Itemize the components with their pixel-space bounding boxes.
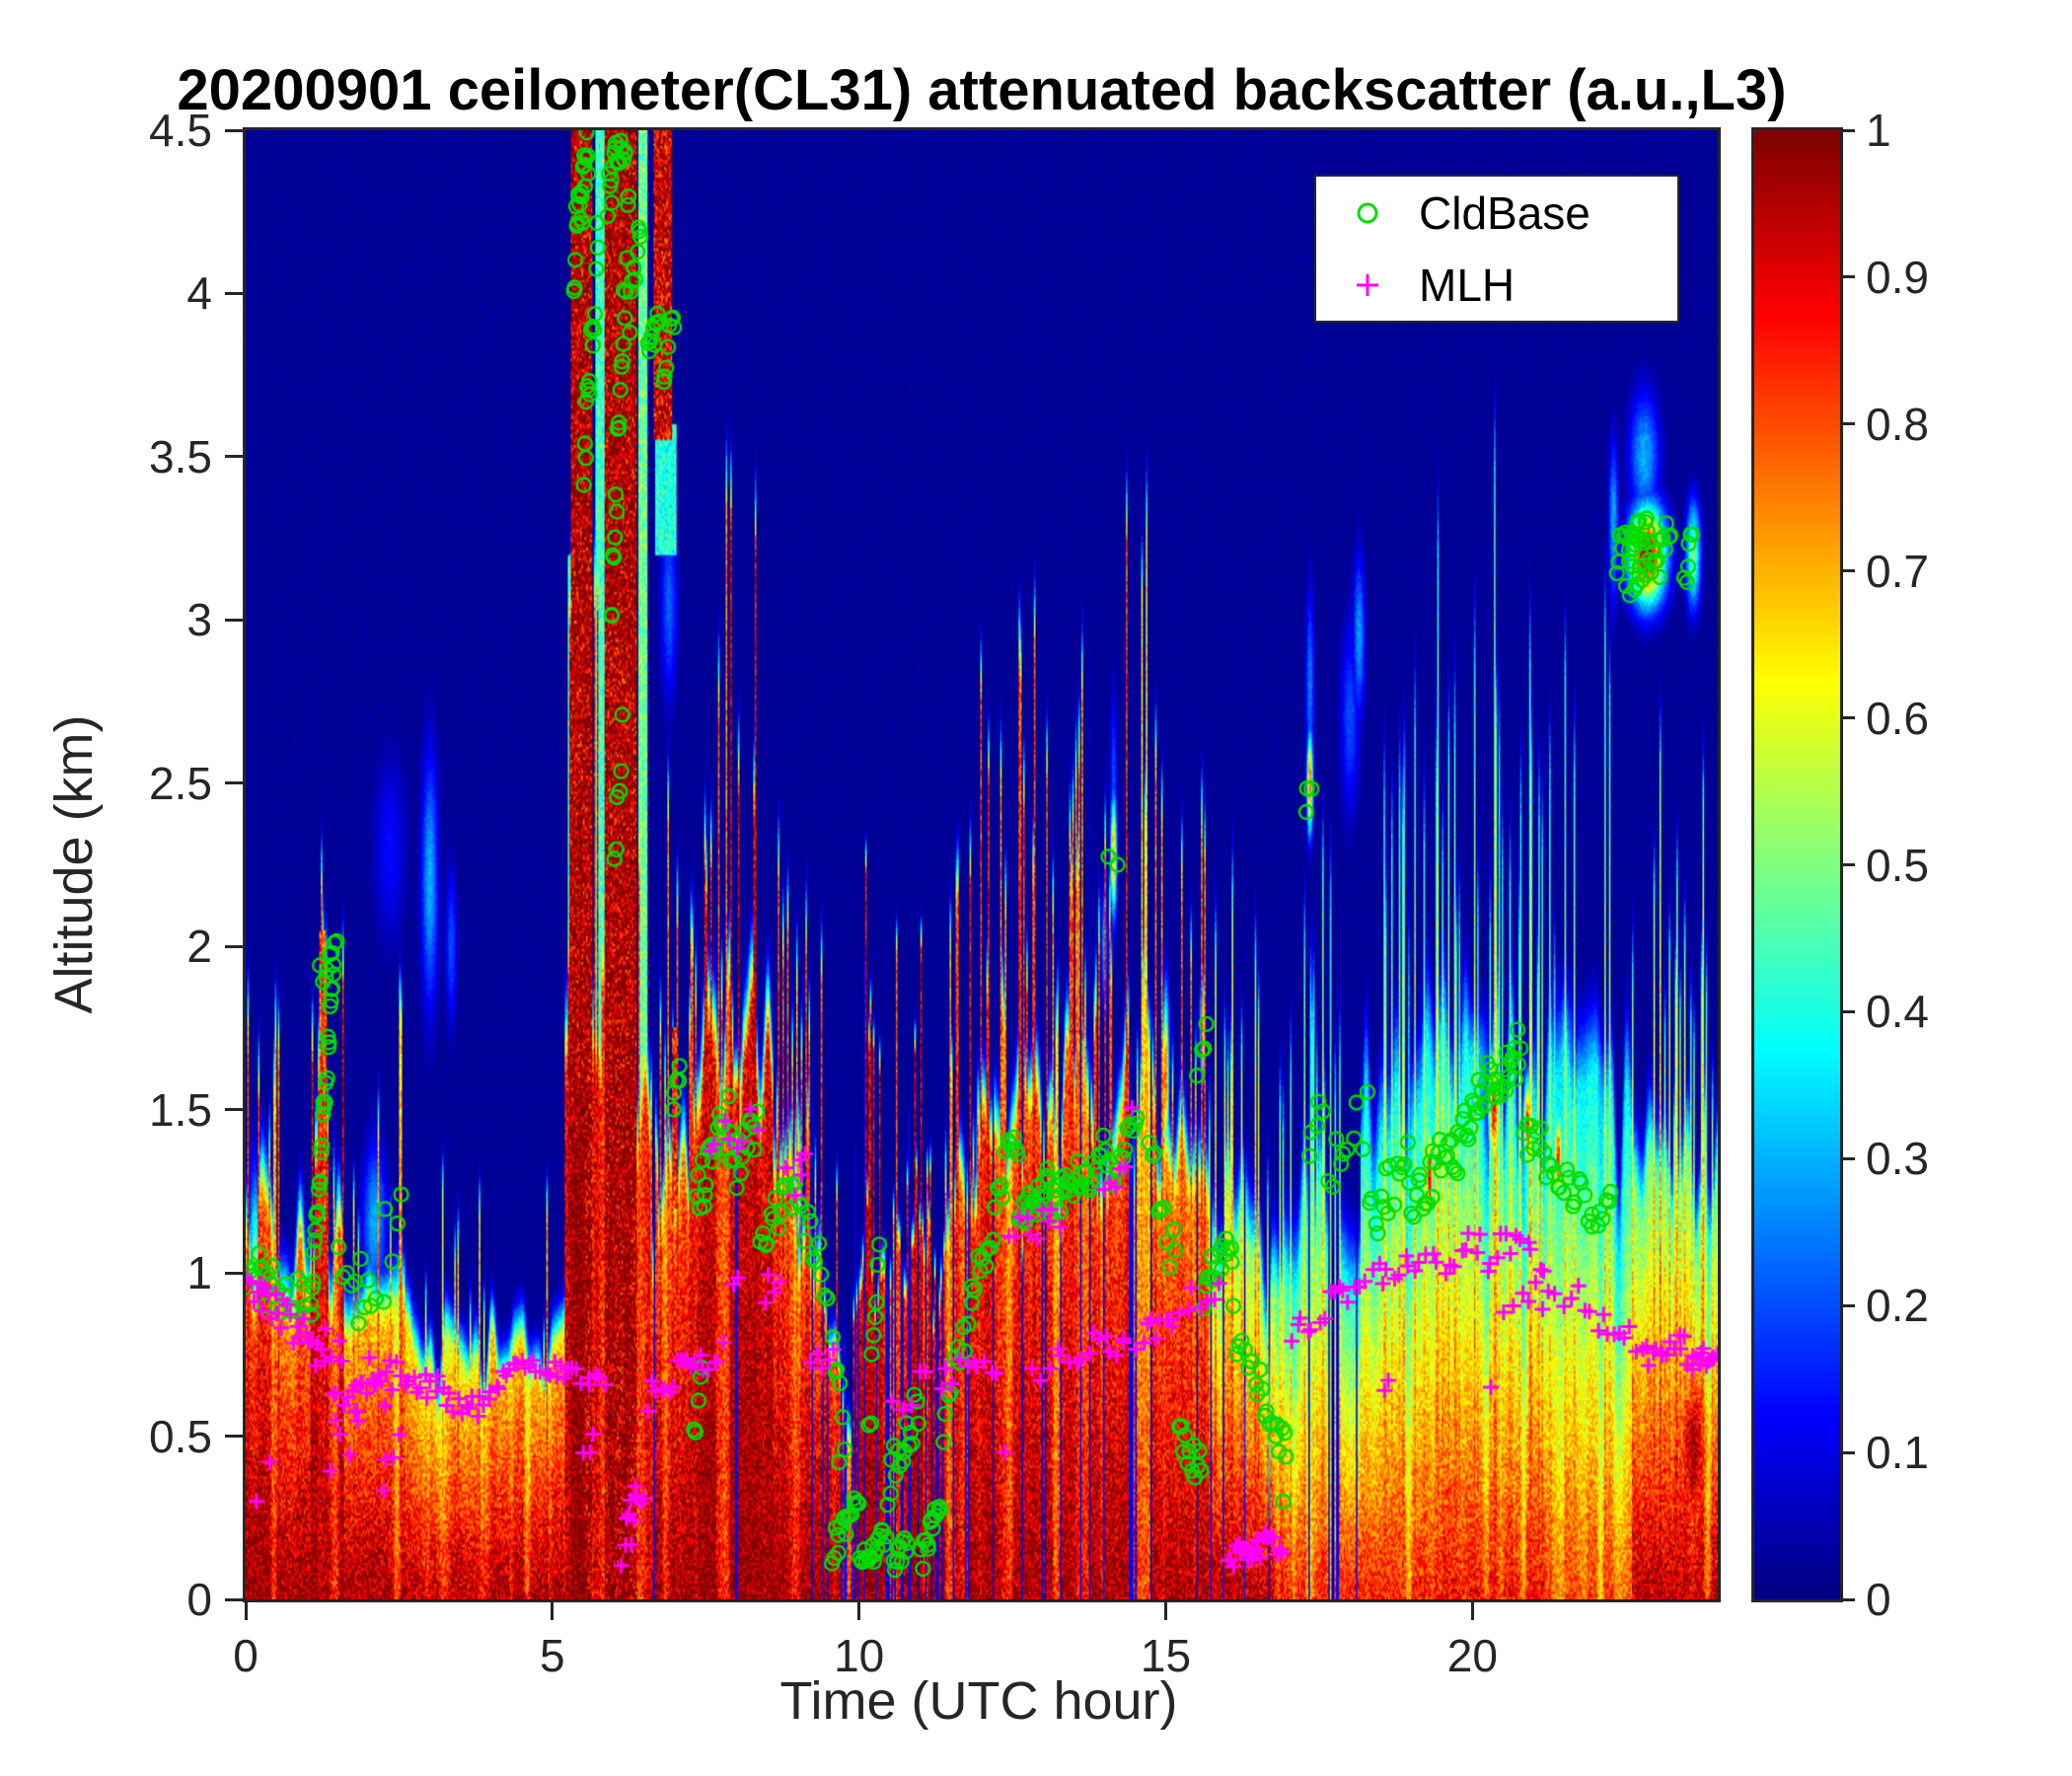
- x-tick-label: 5: [540, 1630, 565, 1681]
- colorbar-tick-label: 0.3: [1866, 1133, 1929, 1185]
- y-tick-mark: [225, 944, 243, 948]
- legend-item-mlh: MLH: [1316, 249, 1677, 321]
- y-tick-mark: [225, 128, 243, 132]
- x-tick-mark: [1164, 1602, 1167, 1620]
- colorbar-tick-mark: [1843, 1597, 1855, 1601]
- y-tick-label: 2: [186, 921, 212, 973]
- y-tick-mark: [225, 1108, 243, 1112]
- y-tick-mark: [225, 1597, 243, 1601]
- y-tick-label: 3.5: [149, 430, 212, 482]
- y-tick-label: 4: [186, 267, 212, 320]
- colorbar-tick-mark: [1843, 422, 1855, 426]
- cldbase-circle-icon: [1316, 198, 1419, 228]
- legend-label-mlh: MLH: [1419, 259, 1516, 311]
- colorbar-tick-label: 0.9: [1866, 251, 1929, 303]
- colorbar-tick-mark: [1843, 863, 1855, 866]
- colorbar-tick-label: 0.4: [1866, 986, 1929, 1038]
- colorbar-tick-label: 0.5: [1866, 839, 1929, 891]
- colorbar-tick-label: 0.7: [1866, 545, 1929, 597]
- x-tick-mark: [1470, 1602, 1474, 1620]
- x-tick-label: 0: [233, 1630, 259, 1681]
- y-tick-mark: [225, 618, 243, 622]
- legend-item-cldbase: CldBase: [1316, 177, 1677, 249]
- colorbar-tick-mark: [1843, 275, 1855, 279]
- plot-area: CldBase MLH: [243, 127, 1721, 1602]
- y-tick-mark: [225, 781, 243, 785]
- y-tick-label: 3: [186, 594, 212, 646]
- colorbar-tick-mark: [1843, 1156, 1855, 1160]
- colorbar-tick-mark: [1843, 1450, 1855, 1454]
- x-tick-mark: [857, 1602, 861, 1620]
- mlh-plus-icon: [1316, 270, 1419, 300]
- colorbar-tick-label: 1: [1866, 105, 1891, 156]
- y-tick-label: 4.5: [149, 105, 212, 156]
- colorbar-tick-mark: [1843, 716, 1855, 720]
- y-tick-mark: [225, 1271, 243, 1275]
- y-tick-mark: [225, 1435, 243, 1439]
- y-tick-label: 0.5: [149, 1410, 212, 1462]
- colorbar-tick-label: 0.8: [1866, 398, 1929, 450]
- legend-label-cldbase: CldBase: [1419, 186, 1591, 239]
- colorbar-tick-mark: [1843, 1303, 1855, 1307]
- colorbar-tick-mark: [1843, 569, 1855, 573]
- y-tick-label: 0: [186, 1574, 212, 1625]
- x-tick-mark: [244, 1602, 248, 1620]
- colorbar: [1751, 127, 1843, 1602]
- scatter-markers-canvas: [246, 130, 1718, 1599]
- x-tick-label: 10: [834, 1630, 885, 1681]
- colorbar-tick-mark: [1843, 1009, 1855, 1013]
- y-tick-label: 1.5: [149, 1083, 212, 1136]
- y-tick-label: 2.5: [149, 757, 212, 809]
- chart-title: 20200901 ceilometer(CL31) attenuated bac…: [177, 58, 1787, 122]
- y-tick-label: 1: [186, 1247, 212, 1299]
- colorbar-tick-label: 0: [1866, 1574, 1891, 1625]
- colorbar-tick-label: 0.6: [1866, 692, 1929, 744]
- x-tick-label: 20: [1446, 1630, 1498, 1681]
- y-tick-mark: [225, 291, 243, 295]
- y-tick-mark: [225, 455, 243, 459]
- legend: CldBase MLH: [1314, 175, 1679, 323]
- colorbar-tick-label: 0.1: [1866, 1427, 1929, 1479]
- x-tick-label: 15: [1140, 1630, 1192, 1681]
- colorbar-tick-label: 0.2: [1866, 1280, 1929, 1332]
- colorbar-tick-mark: [1843, 128, 1855, 132]
- x-axis-label: Time (UTC hour): [779, 1671, 1178, 1731]
- colorbar-canvas: [1754, 130, 1840, 1599]
- x-tick-mark: [551, 1602, 555, 1620]
